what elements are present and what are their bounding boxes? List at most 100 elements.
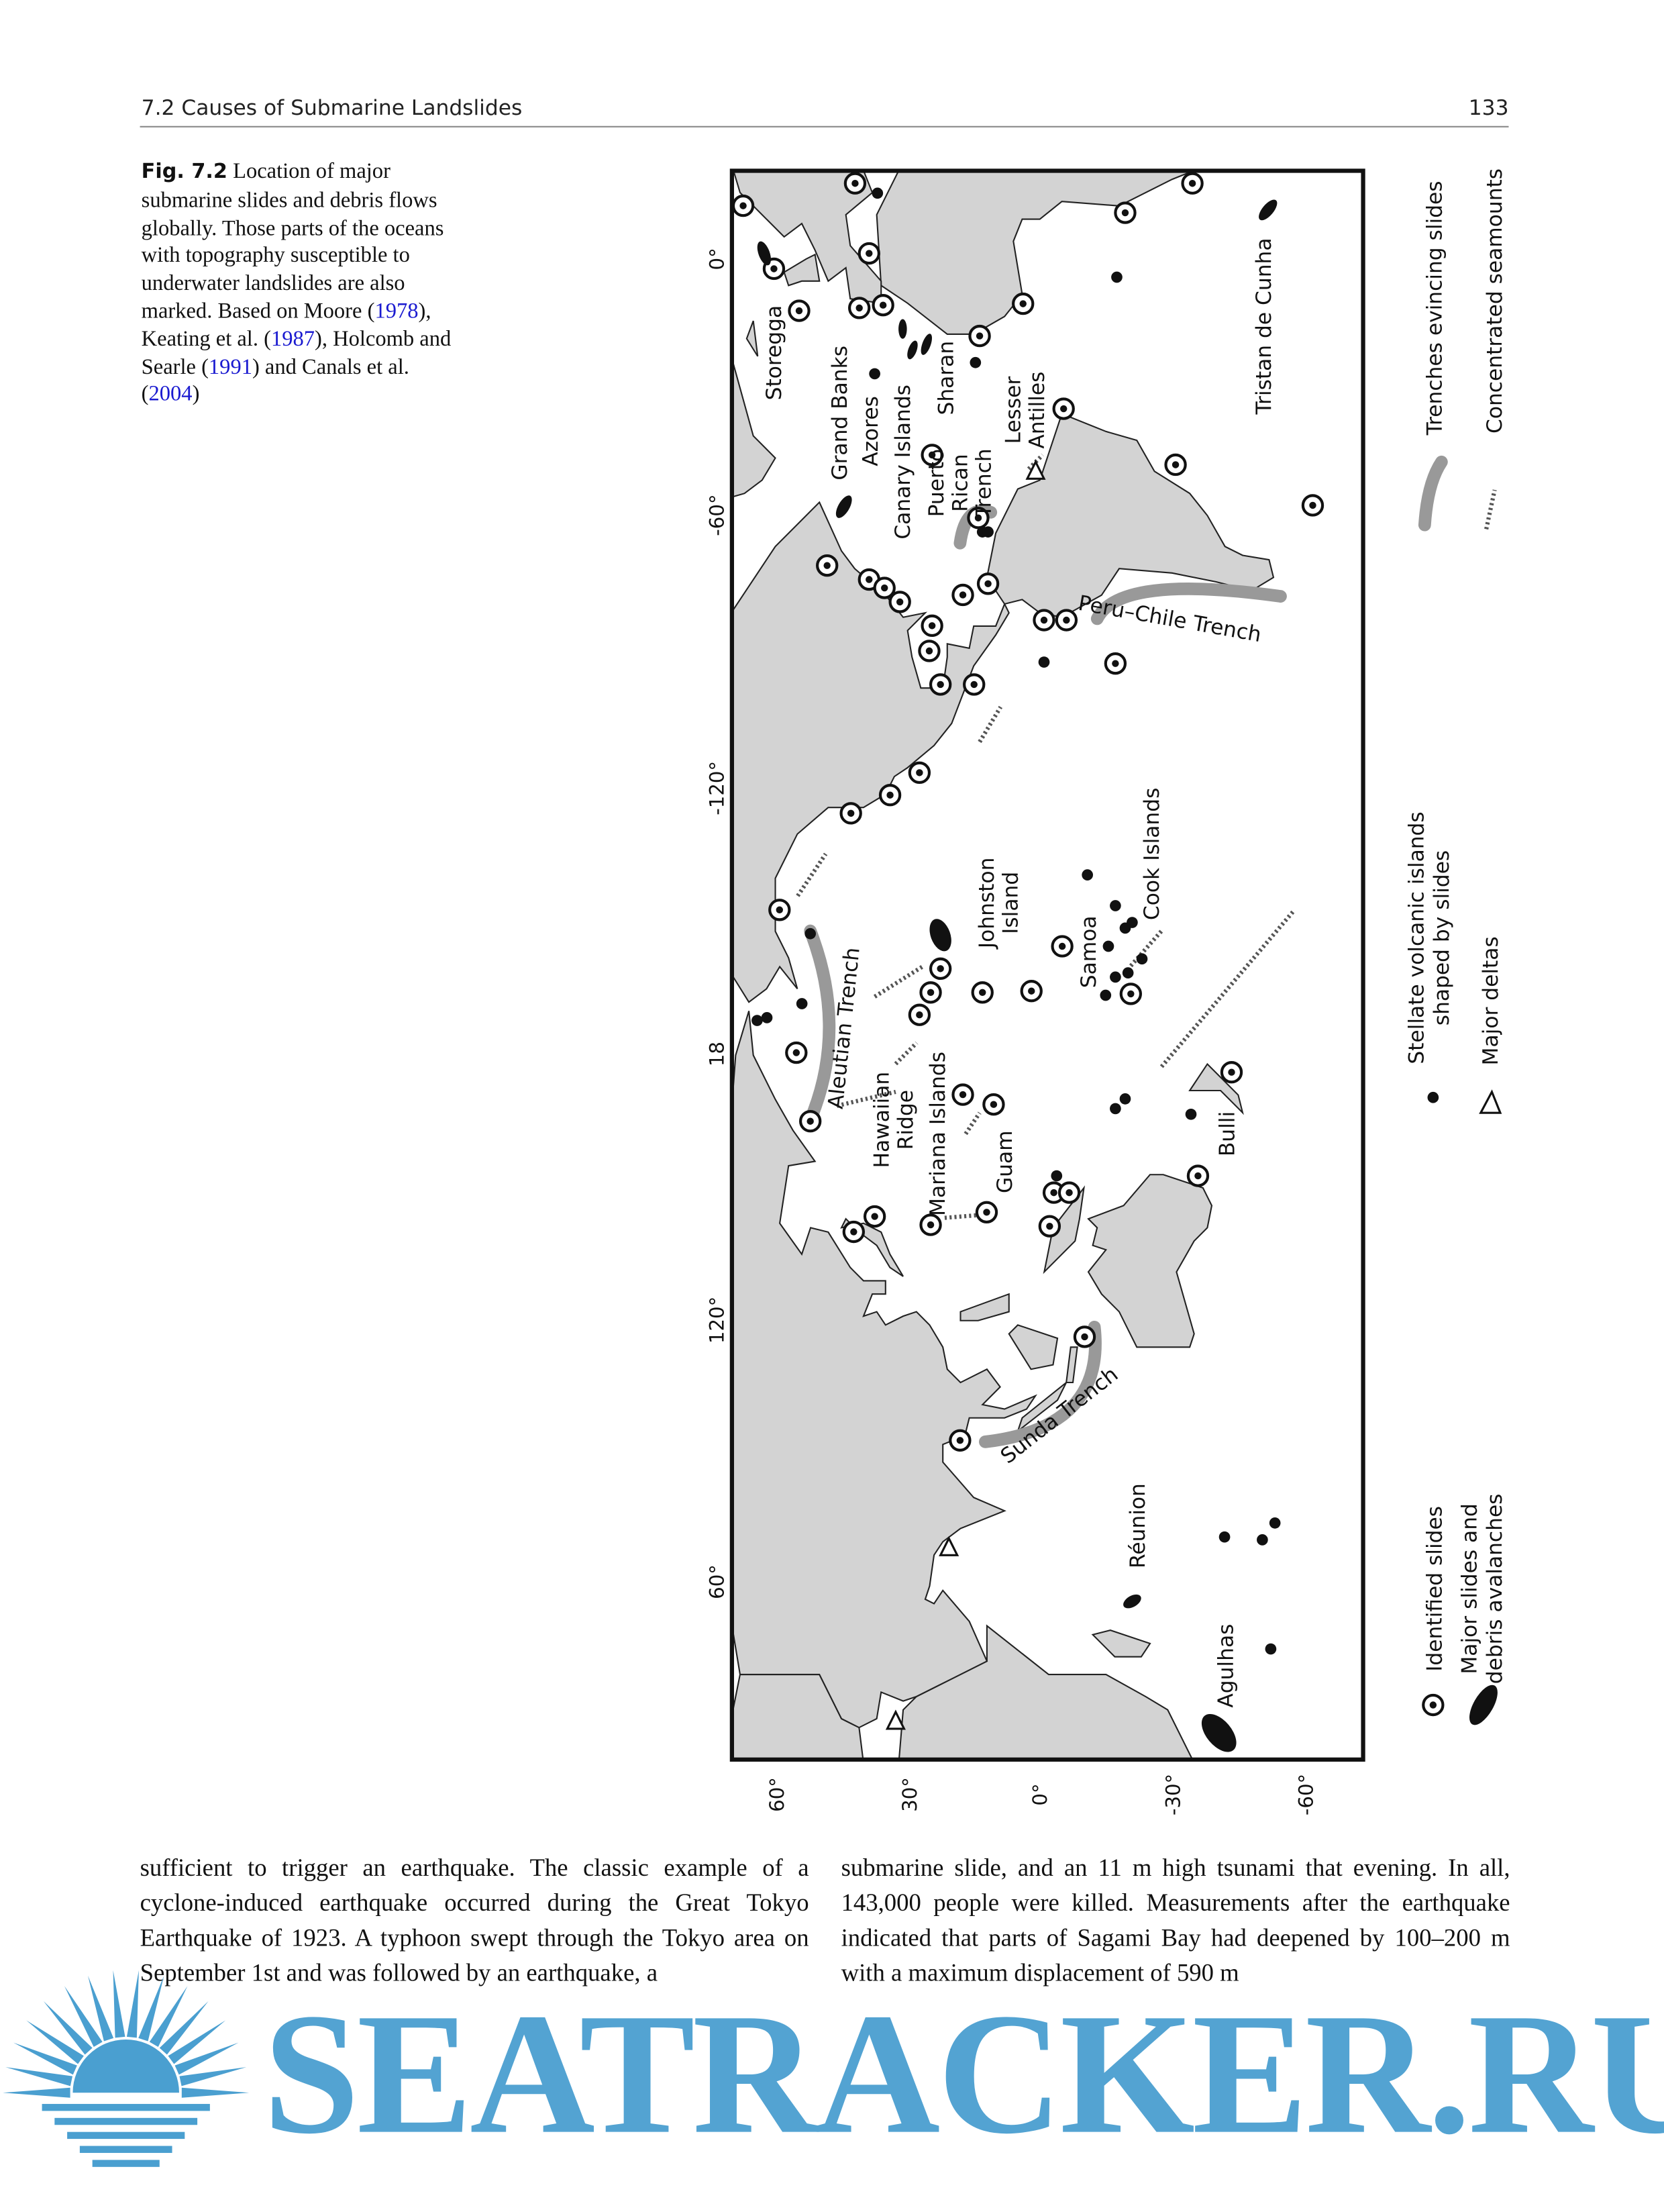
stellate-island-marker bbox=[1185, 1108, 1197, 1120]
stellate-island-marker bbox=[1127, 917, 1138, 928]
identified-slide-marker-dot bbox=[1063, 616, 1070, 624]
identified-slide-marker-dot bbox=[1040, 616, 1048, 624]
major-slide-marker bbox=[921, 334, 932, 355]
map-label-hawaiian-1: Hawaiian bbox=[870, 1072, 894, 1168]
sun-ray bbox=[126, 1970, 139, 2038]
longitude-tick-label: -60° bbox=[705, 494, 728, 536]
stellate-island-marker bbox=[872, 187, 884, 199]
seamount-chains bbox=[796, 453, 1296, 1220]
identified-slide-marker-dot bbox=[1127, 990, 1135, 998]
identified-slide-marker-dot bbox=[739, 202, 747, 209]
identified-slide-marker-dot bbox=[979, 989, 986, 997]
sun-reflection bbox=[54, 2117, 198, 2125]
identified-slide-marker-dot bbox=[807, 1117, 814, 1125]
landmass-borneo bbox=[1008, 1324, 1059, 1370]
sun-ray bbox=[138, 1975, 164, 2042]
citation-link[interactable]: 1987 bbox=[270, 327, 315, 352]
legend-deltas: Major deltas bbox=[1479, 936, 1503, 1065]
slide-markers bbox=[731, 172, 1324, 1752]
seamount-chain bbox=[978, 705, 1003, 744]
major-slide-marker bbox=[898, 319, 907, 339]
identified-slide-marker-dot bbox=[1050, 1189, 1057, 1197]
latitude-tick-label: -30° bbox=[1161, 1774, 1184, 1815]
legend-stellate-1: Stellate volcanic islands bbox=[1404, 811, 1428, 1064]
stellate-island-marker bbox=[761, 1012, 773, 1023]
identified-slide-marker-dot bbox=[984, 580, 992, 587]
identified-slide-marker-dot bbox=[866, 576, 873, 583]
map-label-storegga: Storegga bbox=[762, 305, 786, 400]
aleutian-trench bbox=[804, 924, 836, 1127]
identified-slide-marker-dot bbox=[1121, 209, 1129, 217]
identified-slide-marker-dot bbox=[959, 1091, 967, 1099]
identified-slide-marker-dot bbox=[1172, 461, 1180, 468]
sun-ray bbox=[168, 2020, 226, 2064]
sun-ray bbox=[88, 1975, 114, 2042]
map-label-azores: Azores bbox=[859, 396, 883, 466]
major-slide-marker bbox=[929, 919, 951, 952]
citation-link[interactable]: 2004 bbox=[148, 383, 193, 407]
longitude-tick-label: 120° bbox=[705, 1297, 728, 1344]
stellate-island-marker bbox=[796, 998, 808, 1009]
map-label-hawaiian-2: Ridge bbox=[894, 1090, 918, 1150]
identified-slide-marker-dot bbox=[896, 598, 904, 606]
identified-slide-marker-dot bbox=[1028, 987, 1035, 995]
identified-slide-marker-dot bbox=[927, 1221, 935, 1229]
sun-disc bbox=[72, 2040, 179, 2093]
identified-slide-marker-dot bbox=[871, 1213, 878, 1220]
major-slide-marker bbox=[1201, 1713, 1237, 1752]
sun-reflection bbox=[92, 2160, 160, 2167]
identified-slide-marker-dot bbox=[916, 1011, 923, 1019]
landmass-south-america bbox=[986, 413, 1275, 618]
map-label-mariana: Mariana Islands bbox=[926, 1052, 950, 1216]
figure-label: Fig. 7.2 bbox=[141, 160, 227, 184]
identified-slide-marker-dot bbox=[1046, 1222, 1053, 1230]
citation-link[interactable]: 1978 bbox=[374, 299, 419, 323]
identified-slide-marker-dot bbox=[795, 307, 803, 315]
landmass-philippines bbox=[959, 1293, 1010, 1321]
landmass-java bbox=[1065, 1346, 1078, 1384]
identified-slide-marker-dot bbox=[881, 584, 888, 592]
map-label-canary: Canary Islands bbox=[891, 385, 915, 540]
identified-slide-marker-dot bbox=[1188, 180, 1196, 187]
landmass-australia bbox=[1087, 1174, 1213, 1348]
map-label-tristan: Tristan de Cunha bbox=[1252, 238, 1276, 415]
legend-identified: Identified slides bbox=[1422, 1506, 1447, 1672]
identified-slide-marker-dot bbox=[1309, 501, 1316, 509]
stellate-island-marker bbox=[1051, 1170, 1063, 1182]
map-frame bbox=[729, 168, 1365, 1762]
citation-link[interactable]: 1991 bbox=[208, 354, 252, 379]
caption-text: ) and Canals et al. ( bbox=[141, 354, 409, 407]
map-label-puerto-rican-3: Trench bbox=[972, 448, 996, 518]
latitude-tick-label: 0° bbox=[1029, 1783, 1051, 1805]
identified-slide-marker-dot bbox=[855, 304, 863, 312]
legend-seamount-icon bbox=[1484, 489, 1497, 530]
latitude-tick-label: -60° bbox=[1294, 1774, 1317, 1815]
major-slide-marker bbox=[1123, 1594, 1141, 1609]
map-label-guam: Guam bbox=[993, 1130, 1017, 1193]
identified-slide-marker-dot bbox=[974, 514, 982, 521]
sun-ray bbox=[179, 2067, 247, 2087]
landmass-europe bbox=[733, 170, 882, 304]
landmass-africa bbox=[876, 170, 1196, 335]
legend-major-2: debris avalanches bbox=[1483, 1494, 1507, 1685]
legend-trenches: Trenches evincing slides bbox=[1422, 181, 1447, 436]
identified-slide-marker-dot bbox=[866, 250, 873, 257]
identified-slide-marker-dot bbox=[937, 965, 944, 972]
map-label-johnston-1: Johnston bbox=[975, 858, 999, 950]
identified-slide-marker-dot bbox=[928, 622, 936, 630]
stellate-island-marker bbox=[1257, 1534, 1268, 1546]
stellate-island-marker bbox=[1122, 967, 1134, 978]
map-label-lesser-antilles-2: Antilles bbox=[1025, 372, 1049, 449]
legend-stellate-2: shaped by slides bbox=[1430, 850, 1454, 1025]
sun-ray bbox=[26, 2020, 84, 2064]
major-delta-marker bbox=[1025, 459, 1046, 480]
identified-slide-marker-dot bbox=[970, 681, 978, 689]
stellate-island-marker bbox=[982, 526, 994, 538]
identified-slide-marker-dot bbox=[886, 791, 894, 799]
sun-ray bbox=[64, 1986, 103, 2048]
major-delta-marker bbox=[885, 1709, 906, 1730]
identified-slide-marker-dot bbox=[937, 681, 944, 689]
stellate-island-marker bbox=[1110, 1103, 1121, 1115]
major-slide-marker bbox=[1259, 199, 1278, 221]
caption-text: ) bbox=[192, 383, 200, 407]
